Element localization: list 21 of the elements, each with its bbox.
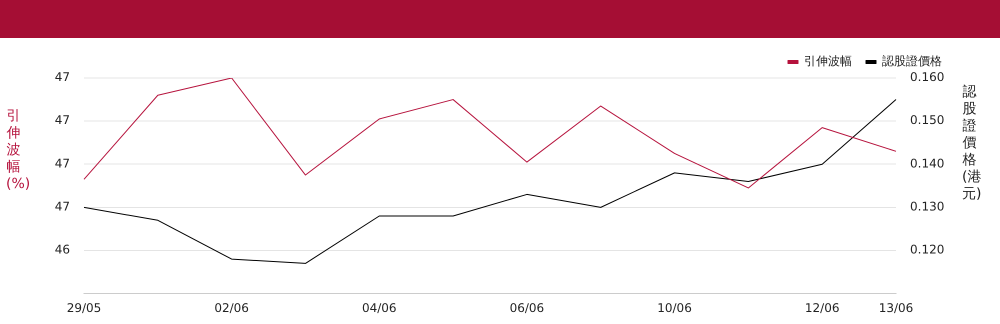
x-tick-label: 12/06: [804, 300, 840, 315]
y2-tick-label: 0.150: [910, 113, 944, 128]
x-tick-label: 10/06: [657, 300, 692, 315]
x-tick-label: 29/05: [66, 300, 102, 315]
y-tick-label: 47: [54, 113, 70, 128]
y2-tick-label: 0.140: [910, 156, 944, 170]
y-axis-title: 引伸波幅(%): [6, 108, 30, 193]
y2-tick-label: 0.120: [910, 242, 944, 257]
y-tick-label: 47: [54, 70, 70, 84]
x-tick-label: 13/06: [878, 300, 914, 315]
x-tick-label: 02/06: [214, 300, 249, 315]
x-tick-label: 04/06: [362, 300, 397, 315]
legend-label: 引伸波幅: [804, 54, 852, 68]
x-tick-label: 06/06: [510, 300, 544, 315]
y-tick-label: 46: [54, 242, 70, 257]
y-tick-label: 47: [54, 199, 70, 214]
y2-tick-label: 0.130: [910, 199, 944, 214]
y2-axis-title: 認股證價格(港元): [962, 84, 982, 203]
y-tick-label: 47: [54, 156, 70, 170]
y2-tick-label: 0.160: [910, 70, 944, 84]
legend-label: 認股證價格: [882, 54, 942, 68]
